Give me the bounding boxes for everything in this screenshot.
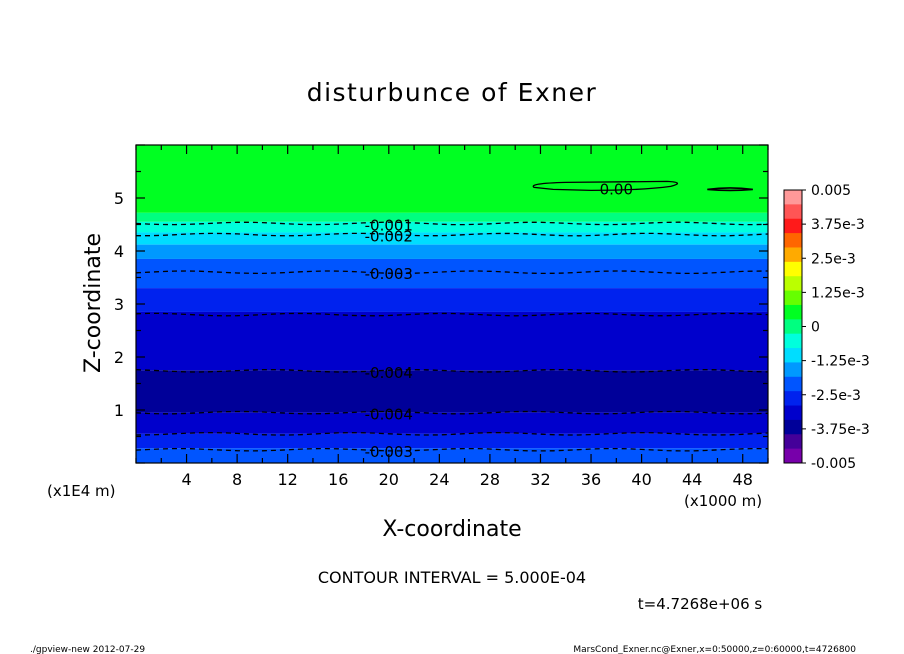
colorbar-segment-6	[784, 276, 802, 292]
footer-right: MarsCond_Exner.nc@Exner,x=0:50000,z=0:60…	[573, 645, 856, 654]
contour-line-5	[135, 410, 769, 415]
x-tick-label-9: 40	[631, 470, 651, 489]
colorbar-label-4: 0	[811, 320, 820, 336]
colorbar-segment-10	[784, 333, 802, 349]
colorbar-segment-5	[784, 261, 802, 277]
contour-label-1: -0.002	[365, 228, 413, 246]
x-axis-ticks: 4 8 12 16 20 24 28 32 36 40 44 48	[135, 145, 769, 489]
contour-line-3	[135, 312, 769, 317]
contour-band-11	[136, 448, 768, 463]
contour-band-3	[136, 232, 768, 245]
colorbar	[783, 189, 803, 464]
x-tick-label-2: 12	[278, 470, 298, 489]
colorbar-label-1: 3.75e-3	[811, 217, 865, 233]
colorbar-segment-4	[784, 247, 802, 263]
y-axis-unit: (x1E4 m)	[47, 482, 116, 500]
contour-line-6	[135, 432, 769, 436]
contour-lines: -0.001-0.002 -0.003 -0.004 -0.004 -0.003 0.00	[135, 180, 769, 461]
colorbar-segment-17	[784, 434, 802, 450]
time-label: t=4.7268e+06 s	[638, 595, 763, 613]
x-tick-label-5: 24	[429, 470, 449, 489]
contour-band-0	[136, 145, 768, 213]
y-tick-label-0: 1	[114, 401, 124, 420]
colorbar-segment-14	[784, 391, 802, 407]
colorbar-segment-3	[784, 233, 802, 248]
y-tick-label-3: 4	[114, 242, 124, 261]
colorbar-segment-7	[784, 290, 802, 306]
contour-band-2	[136, 221, 768, 233]
colorbar-segment-9	[784, 319, 802, 335]
colorbar-label-6: -2.5e-3	[811, 388, 861, 404]
contour-line-1	[136, 232, 769, 237]
y-axis-label: Z-coordinate	[81, 233, 106, 373]
contour-band-1	[136, 212, 768, 222]
colorbar-segment-8	[784, 304, 802, 320]
x-tick-label-0: 4	[181, 470, 191, 489]
colorbar-segment-18	[784, 448, 802, 464]
contour-interval-text: CONTOUR INTERVAL = 5.000E-04	[318, 568, 586, 587]
x-tick-label-7: 32	[530, 470, 550, 489]
colorbar-label-0: 0.005	[811, 183, 851, 199]
contour-line-7	[135, 447, 769, 452]
colorbar-label-8: -0.005	[811, 456, 856, 472]
contour-line-2	[135, 270, 769, 275]
contour-line-0	[135, 221, 769, 226]
x-tick-label-6: 28	[480, 470, 500, 489]
colorbar-segment-13	[784, 376, 802, 392]
y-tick-label-4: 5	[114, 189, 124, 208]
x-tick-label-8: 36	[581, 470, 601, 489]
contour-label-7: -0.003	[365, 443, 413, 461]
contour-line-4	[135, 368, 769, 373]
x-tick-label-4: 20	[379, 470, 399, 489]
colorbar-segment-12	[784, 362, 802, 378]
x-tick-label-10: 44	[682, 470, 702, 489]
colorbar-segment-15	[784, 405, 802, 421]
colorbar-segment-2	[784, 218, 802, 234]
colorbar-label-5: -1.25e-3	[811, 354, 870, 370]
x-tick-label-1: 8	[232, 470, 242, 489]
contour-band-4	[136, 244, 768, 259]
footer-left: ./gpview-new 2012-07-29	[30, 645, 145, 654]
colorbar-label-2: 2.5e-3	[811, 251, 856, 267]
contour-label-2: -0.003	[365, 265, 413, 283]
contour-band-5	[136, 258, 768, 289]
contour-band-9	[136, 412, 768, 434]
x-axis-unit: (x1000 m)	[684, 492, 762, 510]
contour-label-0: -0.001	[365, 216, 413, 234]
small-closed-contour	[707, 187, 753, 192]
colorbar-segment-0	[784, 190, 802, 205]
colorbar-segment-11	[784, 348, 802, 363]
x-tick-label-11: 48	[733, 470, 753, 489]
x-axis-label: X-coordinate	[382, 517, 521, 542]
contour-band-6	[136, 288, 768, 312]
colorbar-labels: 0.005 3.75e-3 2.5e-3 1.25e-3 0 -1.25e-3 -2.5e-…	[802, 183, 870, 472]
colorbar-segment-16	[784, 419, 802, 435]
contour-band-7	[136, 311, 768, 371]
y-tick-label-1: 2	[114, 348, 124, 367]
contour-band-10	[136, 433, 768, 449]
contour-label-5: -0.004	[365, 406, 413, 424]
plot-bands	[136, 145, 768, 463]
y-tick-label-2: 3	[114, 295, 124, 314]
contour-label-4: -0.004	[365, 364, 413, 382]
colorbar-label-3: 1.25e-3	[811, 285, 865, 301]
colorbar-segment-1	[784, 204, 802, 220]
colorbar-label-7: -3.75e-3	[811, 422, 870, 438]
contour-band-8	[136, 370, 768, 413]
chart-title: disturbunce of Exner	[307, 78, 598, 107]
x-tick-label-3: 16	[328, 470, 348, 489]
zero-contour-label: 0.00	[600, 180, 633, 198]
y-axis-ticks: 1 2 3 4 5	[114, 144, 768, 464]
zero-contour-loop	[532, 180, 678, 192]
